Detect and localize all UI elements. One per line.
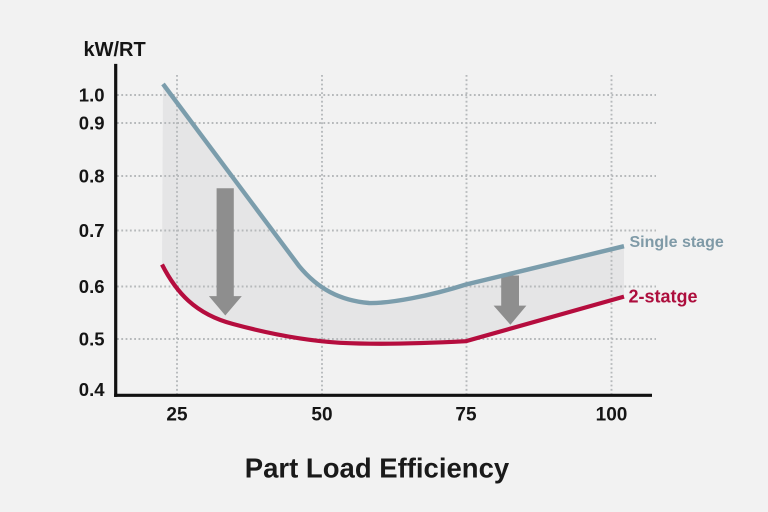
- svg-text:0.7: 0.7: [79, 220, 105, 241]
- svg-text:2-statge: 2-statge: [629, 286, 698, 306]
- svg-text:Single stage: Single stage: [630, 234, 724, 251]
- svg-text:0.8: 0.8: [79, 166, 105, 187]
- svg-text:kW/RT: kW/RT: [84, 39, 146, 61]
- svg-text:25: 25: [166, 404, 188, 425]
- svg-text:100: 100: [596, 404, 628, 425]
- svg-text:0.4: 0.4: [79, 379, 105, 400]
- svg-text:0.5: 0.5: [79, 329, 105, 350]
- svg-text:Part Load Efficiency: Part Load Efficiency: [245, 452, 510, 483]
- svg-text:50: 50: [311, 404, 332, 425]
- svg-text:1.0: 1.0: [79, 85, 105, 106]
- svg-text:0.6: 0.6: [79, 276, 105, 297]
- svg-text:0.9: 0.9: [79, 113, 105, 134]
- svg-text:75: 75: [455, 404, 477, 425]
